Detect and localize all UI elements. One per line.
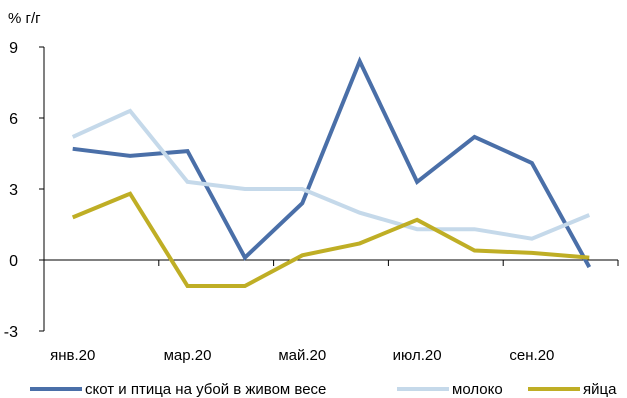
y-tick-label: 9 — [9, 40, 18, 57]
data-point-s1-1 — [128, 109, 132, 113]
data-point-s2-2 — [186, 284, 190, 288]
series-line-0 — [72, 56, 592, 269]
x-tick-label: янв.20 — [50, 347, 95, 364]
data-point-s1-6 — [415, 227, 419, 231]
series-line-1 — [71, 108, 591, 241]
data-point-s0-2 — [186, 149, 190, 153]
data-point-s0-8 — [530, 161, 534, 165]
data-point-s1-8 — [530, 237, 534, 241]
data-point-s0-3 — [243, 256, 247, 260]
data-point-s1-5 — [358, 211, 362, 215]
data-point-s2-8 — [530, 251, 534, 255]
data-point-s0-9 — [588, 265, 592, 269]
data-point-s1-3 — [243, 187, 247, 191]
data-point-s2-5 — [358, 242, 362, 246]
data-point-s2-1 — [128, 192, 132, 196]
y-tick-label: 0 — [9, 253, 18, 270]
data-point-s2-6 — [415, 218, 419, 222]
y-tick-label: -3 — [4, 324, 18, 341]
data-point-s0-1 — [128, 154, 132, 158]
data-point-s2-9 — [588, 256, 592, 260]
series-line-2 — [71, 191, 590, 288]
data-point-s2-4 — [301, 253, 305, 257]
data-point-s0-5 — [358, 59, 362, 63]
legend-label-2: яйца — [583, 381, 617, 398]
data-point-s1-4 — [301, 187, 305, 191]
data-point-s2-0 — [71, 216, 75, 220]
data-point-s2-7 — [473, 249, 477, 253]
data-point-s0-6 — [415, 180, 419, 184]
y-axis-unit-label: % г/г — [8, 10, 41, 27]
data-point-s0-4 — [301, 201, 305, 205]
y-tick-label: 3 — [9, 182, 18, 199]
data-point-s1-7 — [473, 227, 477, 231]
data-point-s2-3 — [243, 284, 247, 288]
legend-label-0: скот и птица на убой в живом весе — [85, 381, 326, 398]
data-point-s0-7 — [473, 135, 477, 139]
x-tick-label: мар.20 — [164, 347, 212, 364]
x-tick-label: сен.20 — [509, 347, 554, 364]
data-point-s1-2 — [186, 180, 190, 184]
data-point-s1-9 — [588, 213, 592, 217]
y-tick-label: 6 — [9, 111, 18, 128]
x-tick-label: май.20 — [278, 347, 326, 364]
legend-label-1: молоко — [452, 381, 503, 398]
data-point-s1-0 — [71, 135, 75, 139]
x-tick-label: июл.20 — [393, 347, 442, 364]
data-point-s0-0 — [71, 147, 75, 151]
